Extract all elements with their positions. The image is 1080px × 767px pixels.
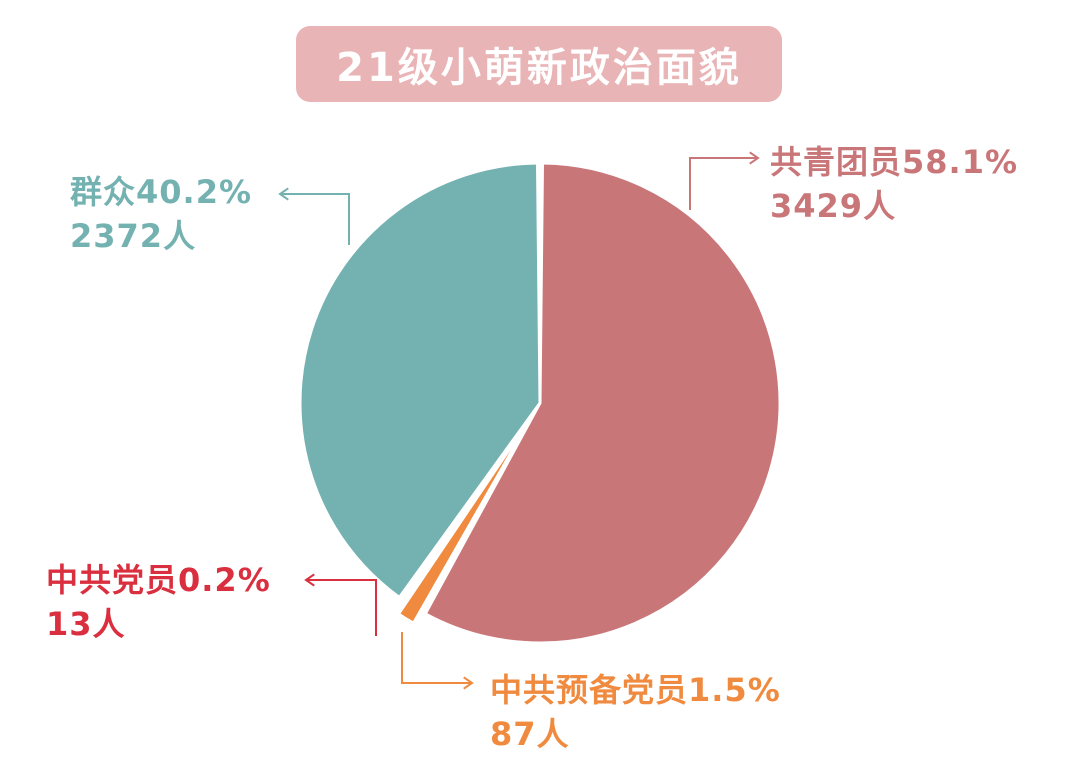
leader-probationary (401, 632, 472, 684)
leader-party-member-head (304, 573, 315, 587)
leader-youth-league (689, 157, 758, 210)
label-youth-league-count: 3429人 (770, 187, 897, 225)
slice-probationary (397, 413, 535, 625)
slice-masses (298, 161, 542, 599)
leader-masses-head (278, 187, 289, 201)
leader-party-member (306, 579, 377, 636)
pie-slices (298, 161, 782, 645)
leader-probationary-head (463, 676, 474, 690)
label-masses-count: 2372人 (70, 217, 197, 255)
slice-youth-league (423, 161, 782, 645)
label-party-member: 中共党员0.2% 13人 (46, 558, 271, 646)
label-probationary: 中共预备党员1.5% 87人 (490, 668, 781, 756)
label-probationary-count: 87人 (490, 715, 570, 753)
label-party-member-percent: 中共党员0.2% (46, 561, 271, 599)
leader-masses (280, 193, 350, 245)
label-probationary-percent: 中共预备党员1.5% (490, 671, 781, 709)
label-masses: 群众40.2% 2372人 (70, 170, 252, 258)
leader-youth-league-head (749, 151, 760, 165)
label-youth-league-percent: 共青团员58.1% (770, 143, 1019, 181)
label-youth-league: 共青团员58.1% 3429人 (770, 140, 1018, 228)
label-masses-percent: 群众40.2% (70, 173, 253, 211)
chart-title: 21级小萌新政治面貌 (336, 45, 742, 91)
chart-title-banner: 21级小萌新政治面貌 (296, 26, 782, 102)
label-party-member-count: 13人 (46, 605, 126, 643)
leader-lines (278, 151, 760, 690)
